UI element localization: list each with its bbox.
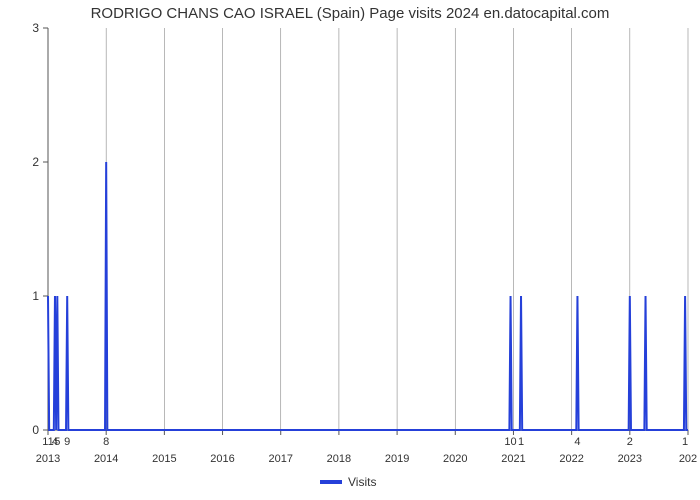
y-tick-label: 1 xyxy=(32,289,39,303)
x-point-label: 1 xyxy=(682,436,688,448)
legend-label: Visits xyxy=(348,475,376,489)
x-year-label: 2018 xyxy=(327,453,351,465)
series-line-visits xyxy=(48,162,688,430)
legend: Visits xyxy=(320,475,376,489)
x-year-label: 2014 xyxy=(94,453,118,465)
x-year-label: 2022 xyxy=(559,453,583,465)
x-year-label: 2020 xyxy=(443,453,467,465)
x-point-label: 9 xyxy=(64,436,70,448)
x-axis-point-labels: 114598101421 xyxy=(42,436,688,448)
y-tick-label: 0 xyxy=(32,423,39,437)
x-year-label: 2015 xyxy=(152,453,176,465)
x-point-label: 2 xyxy=(627,436,633,448)
y-tick-label: 3 xyxy=(32,21,39,35)
y-tick-label: 2 xyxy=(32,155,39,169)
x-year-label: 2016 xyxy=(210,453,234,465)
x-point-label: 10 xyxy=(504,436,516,448)
chart-title: RODRIGO CHANS CAO ISRAEL (Spain) Page vi… xyxy=(91,5,610,22)
x-year-label: 202 xyxy=(679,453,697,465)
x-year-label: 2019 xyxy=(385,453,409,465)
x-year-label: 2013 xyxy=(36,453,60,465)
x-year-label: 2017 xyxy=(268,453,292,465)
x-point-label: 5 xyxy=(54,436,60,448)
visits-chart: RODRIGO CHANS CAO ISRAEL (Spain) Page vi… xyxy=(0,0,700,500)
x-point-label: 1 xyxy=(518,436,524,448)
x-year-label: 2021 xyxy=(501,453,525,465)
x-year-label: 2023 xyxy=(618,453,642,465)
gridlines xyxy=(48,28,688,430)
legend-swatch xyxy=(320,480,342,484)
x-axis: 2013201420152016201720182019202020212022… xyxy=(36,430,697,465)
x-point-label: 4 xyxy=(574,436,580,448)
y-axis: 0 1 2 3 xyxy=(32,21,48,437)
x-point-label: 8 xyxy=(103,436,109,448)
